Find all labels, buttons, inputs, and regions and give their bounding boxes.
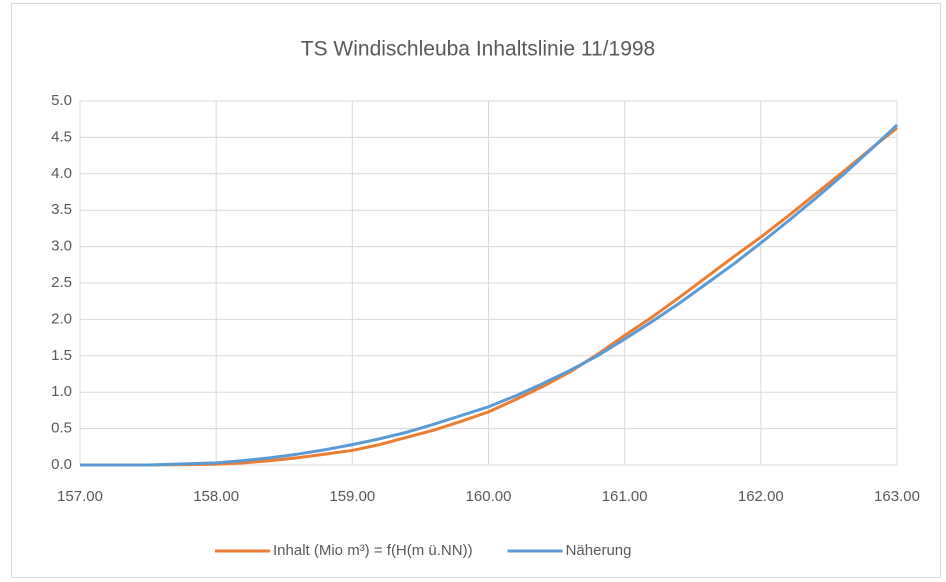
y-tick-label: 1.5 bbox=[51, 347, 72, 364]
y-tick-label: 0.0 bbox=[51, 456, 72, 473]
y-tick-label: 3.5 bbox=[51, 201, 72, 218]
data-line bbox=[80, 123, 899, 467]
y-tick-label: 1.0 bbox=[51, 383, 72, 400]
y-tick-label: 2.5 bbox=[51, 274, 72, 291]
legend-label: Inhalt (Mio m³) = f(H(m ü.NN)) bbox=[273, 542, 473, 559]
chart-title: TS Windischleuba Inhaltslinie 11/1998 bbox=[301, 38, 656, 61]
x-tick-label: 163.00 bbox=[874, 488, 920, 505]
chart-border bbox=[11, 3, 941, 578]
x-tick-label: 161.00 bbox=[602, 488, 648, 505]
x-tick-label: 157.00 bbox=[57, 488, 103, 505]
x-tick-label: 158.00 bbox=[193, 488, 239, 505]
x-tick-label: 159.00 bbox=[329, 488, 375, 505]
y-tick-label: 4.5 bbox=[51, 128, 72, 145]
y-tick-label: 3.0 bbox=[51, 238, 72, 255]
y-tick-label: 5.0 bbox=[51, 92, 72, 109]
y-tick-label: 4.0 bbox=[51, 165, 72, 182]
y-tick-label: 0.5 bbox=[51, 420, 72, 437]
x-tick-label: 160.00 bbox=[466, 488, 512, 505]
data-line bbox=[80, 126, 898, 467]
y-tick-label: 2.0 bbox=[51, 310, 72, 327]
x-tick-label: 162.00 bbox=[738, 488, 784, 505]
legend-label: Näherung bbox=[566, 542, 632, 559]
